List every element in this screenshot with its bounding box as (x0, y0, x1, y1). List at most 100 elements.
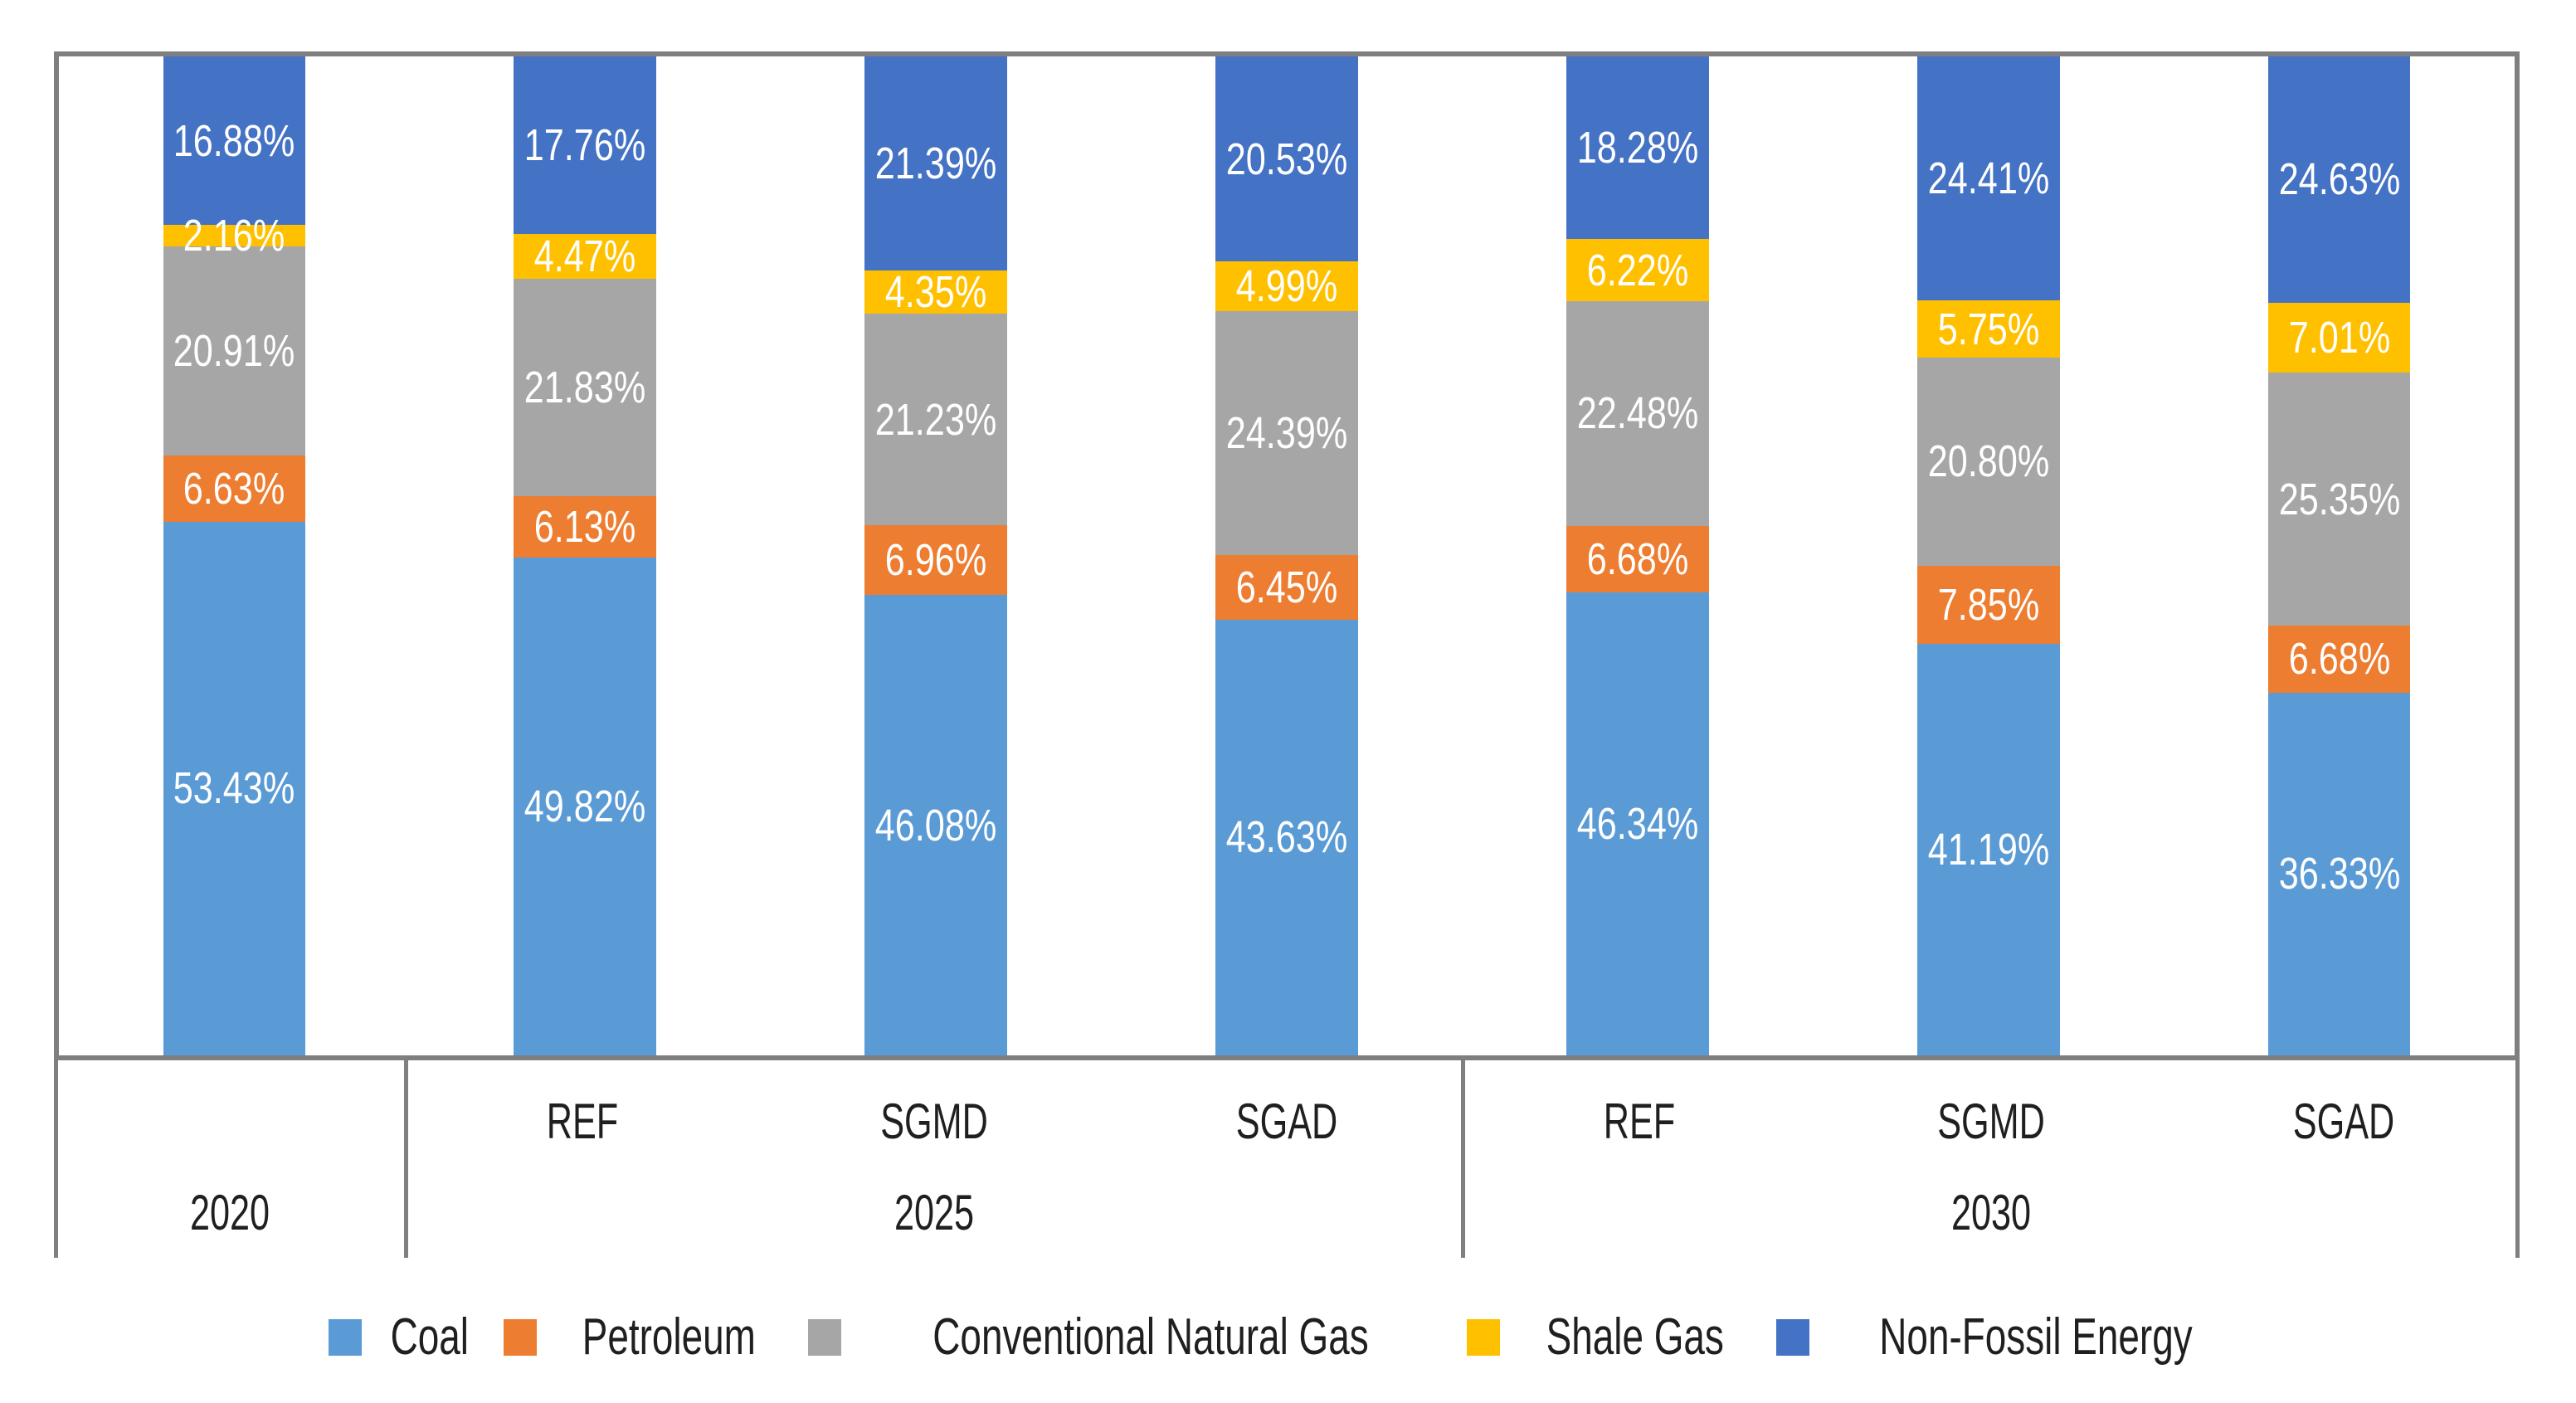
bar-2025-ref: 49.82% 6.13% 21.83% 4.47% 17.76% (514, 56, 657, 1055)
segment-non-fossil-energy: 18.28% (1566, 56, 1709, 240)
value-label: 6.96% (884, 535, 987, 586)
bar-2025-sgmd: 46.08% 6.96% 21.23% 4.35% 21.39% (864, 56, 1007, 1055)
plot-area: 53.43% 6.63% 20.91% 2.16% 16.88% 49.82% 6.13% 2… (54, 51, 2520, 1060)
value-label: 7.01% (2288, 312, 2390, 363)
segment-conventional-natural-gas: 20.91% (163, 246, 306, 455)
segment-shale-gas: 6.22% (1566, 239, 1709, 301)
legend-item-petroleum: Petroleum (504, 1312, 786, 1363)
segment-shale-gas: 4.99% (1215, 261, 1358, 312)
value-label: 46.08% (874, 800, 997, 850)
segment-non-fossil-energy: 24.41% (1916, 56, 2060, 300)
value-label: 36.33% (2278, 849, 2400, 899)
legend-label: Shale Gas (1546, 1308, 1724, 1366)
segment-petroleum: 6.68% (1566, 525, 1709, 593)
segment-non-fossil-energy: 20.53% (1215, 56, 1358, 262)
legend-item-coal: Coal (328, 1308, 483, 1366)
legend-swatch (1466, 1319, 1500, 1356)
legend-label: Coal (390, 1308, 469, 1366)
axis-scenario-label: SGMD (1937, 1094, 2045, 1149)
value-label: 22.48% (1576, 388, 1699, 439)
legend-item-non-fossil-energy: Non-Fossil Energy (1776, 1312, 2247, 1363)
axis-year-label: 2030 (1951, 1185, 2032, 1240)
value-label: 7.85% (1937, 579, 2039, 630)
segment-conventional-natural-gas: 22.48% (1566, 301, 1709, 526)
legend-swatch (1776, 1319, 1810, 1356)
value-label: 17.76% (524, 119, 646, 170)
value-label: 21.39% (874, 138, 997, 188)
bar-2030-sgad: 36.33% 6.68% 25.35% 7.01% 24.63% (2267, 56, 2411, 1055)
segment-shale-gas: 5.75% (1916, 300, 2060, 358)
x-axis-band: 2020 REF SGMD SGAD 2025 REF SGMD SGAD 2030 (54, 1060, 2520, 1258)
segment-shale-gas: 4.47% (514, 231, 657, 281)
axis-scenario-label: REF (1603, 1094, 1675, 1149)
segment-conventional-natural-gas: 25.35% (2267, 372, 2411, 626)
value-label: 6.63% (183, 463, 285, 514)
segment-shale-gas: 7.01% (2267, 302, 2411, 373)
bar-2030-ref: 46.34% 6.68% 22.48% 6.22% 18.28% (1566, 56, 1709, 1055)
segment-non-fossil-energy: 24.63% (2267, 56, 2411, 303)
value-label: 4.47% (534, 231, 636, 281)
value-label: 43.63% (1225, 812, 1348, 863)
axis-scenario-label: SGMD (880, 1094, 989, 1149)
segment-coal: 41.19% (1916, 644, 2060, 1055)
segment-petroleum: 7.85% (1916, 565, 2060, 645)
value-label: 6.45% (1235, 562, 1338, 612)
value-label: 24.41% (1927, 153, 2049, 203)
segment-petroleum: 6.68% (2267, 626, 2411, 693)
value-label: 24.39% (1225, 408, 1348, 459)
value-label: 16.88% (173, 115, 295, 166)
axis-divider (1460, 1060, 1465, 1258)
value-label: 20.53% (1225, 134, 1348, 184)
axis-divider (404, 1060, 409, 1258)
segment-coal: 46.34% (1566, 592, 1709, 1055)
axis-scenario-label: SGAD (1235, 1094, 1338, 1149)
value-label: 25.35% (2278, 474, 2400, 524)
segment-coal: 53.43% (163, 521, 306, 1055)
segment-coal: 36.33% (2267, 692, 2411, 1055)
segment-conventional-natural-gas: 21.23% (864, 313, 1007, 526)
value-label: 53.43% (173, 763, 295, 814)
value-label: 4.35% (884, 266, 987, 317)
segment-coal: 43.63% (1215, 619, 1358, 1055)
axis-divider (2515, 1060, 2520, 1258)
value-label: 21.23% (874, 394, 997, 445)
legend-swatch (328, 1319, 362, 1356)
segment-petroleum: 6.63% (163, 455, 306, 522)
value-label: 21.83% (524, 363, 646, 413)
legend-swatch (807, 1319, 841, 1356)
axis-scenario-label: REF (546, 1094, 619, 1149)
segment-coal: 46.08% (864, 595, 1007, 1055)
segment-non-fossil-energy: 21.39% (864, 56, 1007, 270)
value-label: 20.80% (1927, 436, 2049, 487)
value-label: 18.28% (1576, 123, 1699, 173)
segment-petroleum: 6.96% (864, 525, 1007, 596)
value-label: 46.34% (1576, 799, 1699, 850)
segment-coal: 49.82% (514, 558, 657, 1055)
legend-swatch (504, 1319, 538, 1356)
segment-non-fossil-energy: 17.76% (514, 56, 657, 234)
axis-scenario-label: SGAD (2292, 1094, 2394, 1149)
segment-conventional-natural-gas: 21.83% (514, 278, 657, 497)
segment-conventional-natural-gas: 24.39% (1215, 311, 1358, 556)
segment-petroleum: 6.13% (514, 496, 657, 558)
value-label: 20.91% (173, 326, 295, 377)
value-label: 49.82% (524, 782, 646, 832)
value-label: 6.68% (1586, 533, 1689, 584)
value-label: 6.68% (2288, 634, 2390, 684)
axis-year-label: 2020 (190, 1185, 270, 1240)
value-label: 2.16% (183, 211, 285, 261)
legend-label: Conventional Natural Gas (933, 1308, 1369, 1366)
axis-year-label: 2025 (894, 1185, 975, 1240)
legend-item-shale-gas: Shale Gas (1466, 1308, 1755, 1366)
segment-shale-gas: 4.35% (864, 270, 1007, 314)
segment-non-fossil-energy: 16.88% (163, 56, 306, 226)
segment-shale-gas: 2.16% (163, 213, 306, 258)
segment-petroleum: 6.45% (1215, 555, 1358, 620)
value-label: 6.22% (1586, 245, 1689, 295)
bar-2025-sgad: 43.63% 6.45% 24.39% 4.99% 20.53% (1215, 56, 1358, 1055)
legend-label: Non-Fossil Energy (1879, 1308, 2193, 1366)
value-label: 6.13% (534, 502, 636, 553)
axis-divider (54, 1060, 58, 1258)
value-label: 24.63% (2278, 154, 2400, 205)
